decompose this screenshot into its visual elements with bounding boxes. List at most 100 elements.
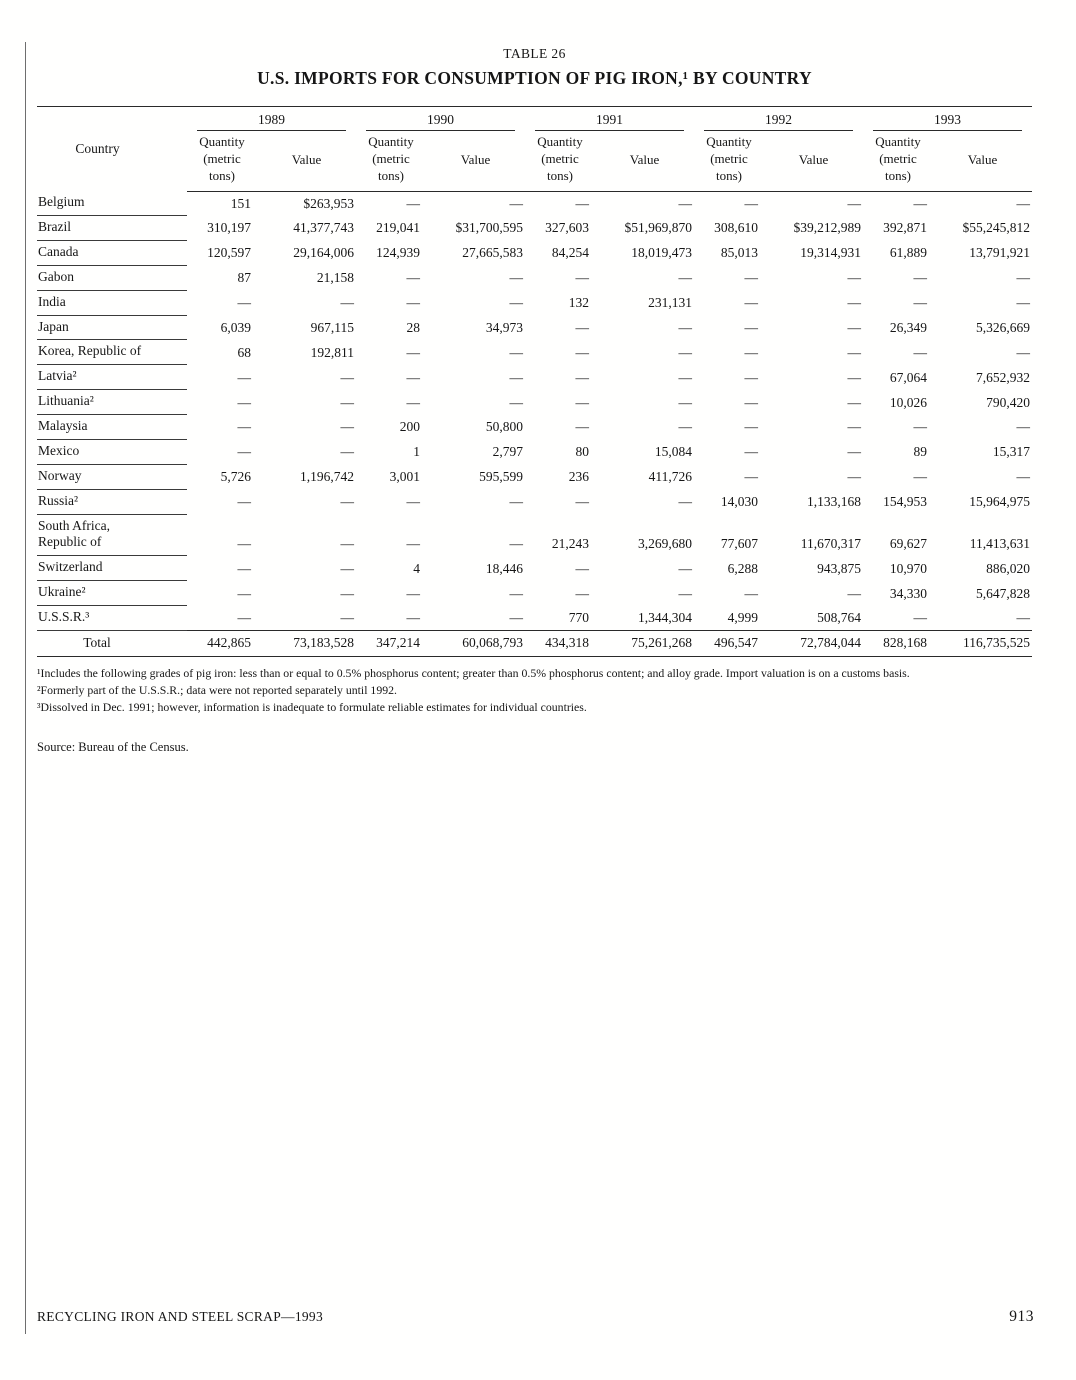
value-cell: — [340,494,355,510]
page-title: U.S. IMPORTS FOR CONSUMPTION OF PIG IRON… [257,68,812,88]
quantity-cell: — [575,585,590,601]
source-line: Source: Bureau of the Census. [37,740,189,755]
quantity-cell: — [406,369,421,385]
quantity-cell: — [575,560,590,576]
value-cell: 595,599 [479,469,523,485]
value-cell: — [847,195,862,211]
value-cell: — [509,394,524,410]
table-row: Norway 5,726 1,196,742 3,001 595,599 236 411,7… [37,464,1032,490]
quantity-cell: 200 [399,419,420,435]
value-cell: — [847,585,862,601]
table-row: Malaysia — — 200 50,800 — — — — — — [37,414,1032,440]
quantity-cell: 124,939 [376,245,420,261]
quantity-cell: — [237,444,252,460]
quantity-cell: 4 [413,560,420,576]
quantity-cell: 236 [568,469,589,485]
year-label: 1993 [934,112,961,127]
value-cell: 15,084 [654,444,692,460]
value-cell: — [509,344,524,360]
value-cell: 18,446 [485,560,523,576]
value-cell: — [678,419,693,435]
country-cell: Canada [37,240,187,266]
quantity-cell: 308,610 [714,220,758,236]
table-row: South Africa, Republic of — — — — 21,243 3,269… [37,514,1032,557]
quantity-cell: — [237,494,252,510]
value-cell: — [509,270,524,286]
quantity-column-header: Quantity (metric tons) [187,131,257,192]
quantity-cell: — [744,394,759,410]
quantity-cell: — [575,369,590,385]
country-cell: Malaysia [37,414,187,440]
value-cell: 508,764 [817,609,861,625]
table-number-label: TABLE 26 [503,46,566,61]
year-label: 1991 [596,112,623,127]
total-value-cell: 73,183,528 [257,629,356,657]
value-cell: — [847,295,862,311]
quantity-cell: 77,607 [720,535,758,551]
value-cell: 886,020 [986,560,1030,576]
quantity-cell: 3,001 [389,469,420,485]
value-cell: 411,726 [648,469,692,485]
value-cell: 7,652,932 [976,369,1030,385]
quantity-column-header: Quantity (metric tons) [356,131,426,192]
value-column-header: Value [933,131,1032,192]
value-cell: 2,797 [492,444,523,460]
quantity-cell: — [744,195,759,211]
country-cell: Mexico [37,439,187,465]
value-cell: — [340,369,355,385]
quantity-cell: 310,197 [207,220,251,236]
table-row: Japan 6,039 967,115 28 34,973 — — — — 26,349 5,326… [37,315,1032,341]
value-cell: — [1016,270,1031,286]
quantity-cell: — [575,319,590,335]
quantity-cell: 6,288 [727,560,758,576]
quantity-cell: — [744,319,759,335]
quantity-cell: — [913,419,928,435]
quantity-cell: — [237,295,252,311]
value-cell: — [1016,609,1031,625]
table-row: Belgium 151 $263,953 — — — — — — — — [37,191,1032,217]
table-row: Switzerland — — 4 18,446 — — 6,288 943,875 10,970… [37,555,1032,582]
quantity-cell: 14,030 [720,494,758,510]
value-cell: 50,800 [485,419,523,435]
quantity-cell: — [913,270,928,286]
quantity-cell: — [406,535,421,551]
value-cell: 11,670,317 [800,535,861,551]
value-column-header: Value [595,131,694,192]
quantity-cell: 327,603 [545,220,589,236]
table-row: Brazil 310,197 41,377,743 219,041 $31,700,59… [37,215,1032,241]
value-cell: 5,647,828 [976,585,1030,601]
quantity-cell: — [744,585,759,601]
footnote-3: ³Dissolved in Dec. 1991; however, inform… [37,700,587,715]
quantity-cell: — [406,494,421,510]
country-cell: Belgium [37,191,187,217]
value-cell: 13,791,921 [969,245,1030,261]
total-value-cell: 75,261,268 [595,629,694,657]
value-cell: — [340,295,355,311]
value-cell: — [847,469,862,485]
value-column-header: Value [257,131,356,192]
value-cell: — [847,319,862,335]
value-cell: $263,953 [303,195,354,211]
value-cell: — [847,394,862,410]
quantity-cell: — [744,295,759,311]
quantity-cell: — [913,469,928,485]
quantity-cell: — [575,270,590,286]
quantity-cell: — [913,195,928,211]
country-cell: Latvia² [37,364,187,391]
footnote-1: ¹Includes the following grades of pig ir… [37,665,910,680]
value-cell: 5,326,669 [976,319,1030,335]
quantity-cell: 10,026 [889,394,927,410]
quantity-cell: — [237,419,252,435]
value-cell: — [509,609,524,625]
quantity-cell: — [237,535,252,551]
table-row: Gabon 87 21,158 — — — — — — — — [37,265,1032,291]
value-cell: 3,269,680 [638,535,692,551]
quantity-cell: — [913,344,928,360]
value-cell: 19,314,931 [800,245,861,261]
quantity-cell: — [406,344,421,360]
value-cell: — [509,295,524,311]
country-column-header: Country [75,141,120,157]
value-cell: 41,377,743 [293,220,354,236]
table-row: U.S.S.R.³ — — — — 770 1,344,304 4,999 508,764 — — [37,605,1032,631]
country-cell: Brazil [37,215,187,241]
